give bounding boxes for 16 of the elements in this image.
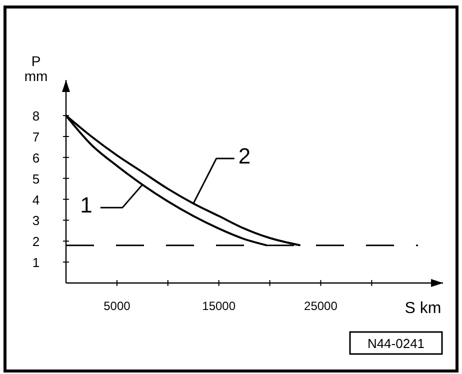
x-axis-title: S km — [404, 300, 442, 317]
legend-label: 1 — [80, 192, 92, 218]
y-tick-label: 3 — [32, 213, 40, 228]
y-tick-label: 8 — [32, 108, 40, 124]
x-tick-label: 15000 — [202, 299, 236, 313]
text: N44-0241 — [367, 336, 425, 351]
y-axis-title: P mm — [24, 53, 48, 84]
y-tick-label: 1 — [32, 255, 40, 270]
y-tick-label: 6 — [32, 150, 40, 166]
y-tick-label: 7 — [32, 130, 40, 145]
y-tick-label: 4 — [32, 192, 40, 208]
y-tick-label: 2 — [32, 234, 40, 250]
x-tick-label: 25000 — [304, 299, 338, 313]
text: 2 — [238, 143, 251, 168]
y-tick-label: 5 — [32, 171, 40, 186]
x-tick-label: 5000 — [104, 299, 131, 313]
